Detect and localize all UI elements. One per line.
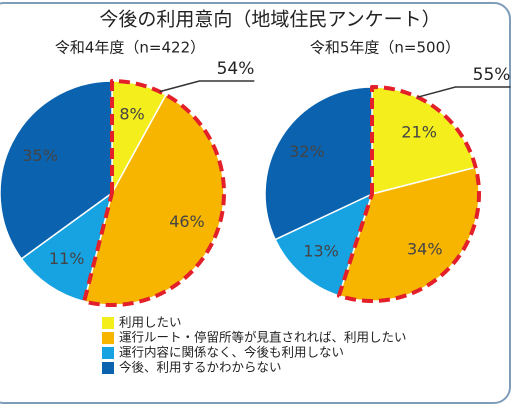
chart-subtitle: 令和5年度（n=500） [310, 39, 460, 57]
highlight-label: 54% [217, 59, 255, 79]
legend-swatch [102, 317, 114, 329]
data-label: 21% [401, 123, 437, 142]
legend-label: 今後、利用するかわからない [119, 360, 282, 375]
data-label: 34% [407, 240, 443, 259]
data-label: 11% [49, 249, 85, 268]
data-label: 46% [169, 212, 205, 231]
legend-swatch [102, 332, 114, 344]
pie-slice [0, 80, 113, 260]
highlight-outline [82, 79, 226, 307]
legend-label: 運行ルート・停留所等が見直されれば、利用したい [119, 330, 407, 345]
highlight-outline [336, 85, 481, 303]
data-label: 32% [289, 142, 325, 161]
callout-line [159, 80, 255, 93]
chart-title: 今後の利用意向（地域住民アンケート） [99, 9, 440, 31]
pie-slice [274, 192, 374, 297]
legend-label: 利用したい [119, 315, 182, 330]
legend-label: 運行内容に関係なく、今後も利用しない [119, 345, 344, 360]
data-label: 35% [22, 146, 58, 165]
legend-swatch [102, 362, 114, 374]
legend-swatch [102, 347, 114, 359]
callout-line [417, 86, 511, 98]
data-label: 8% [119, 104, 144, 123]
highlight-label: 55% [473, 65, 511, 85]
pie-slice [264, 86, 373, 241]
data-label: 13% [303, 241, 339, 260]
chart-subtitle: 令和4年度（n=422） [55, 39, 205, 57]
